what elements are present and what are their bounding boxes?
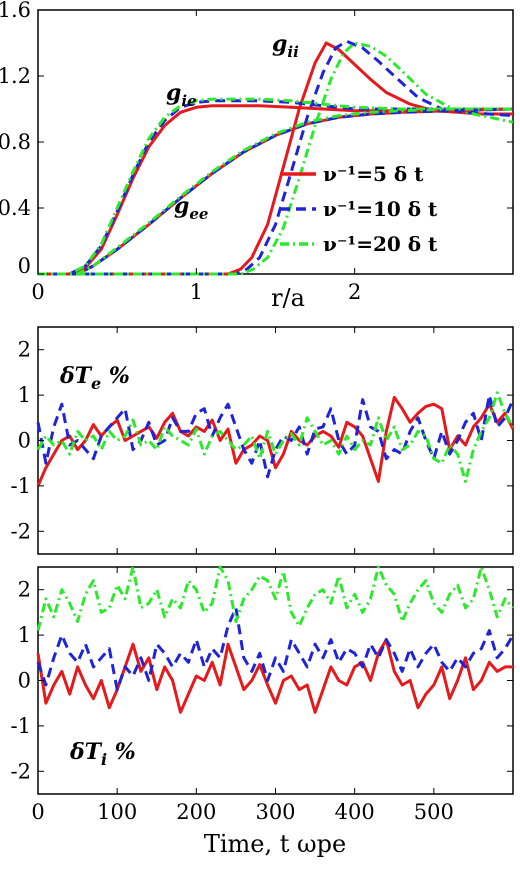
y-tick-label: 1.6 (0, 0, 31, 22)
annotation-g-ie: gie (166, 80, 197, 110)
y-tick-label: 0 (18, 429, 31, 453)
y-tick-label: 1 (18, 383, 31, 407)
legend-label-20: ν⁻¹=20 δ t (323, 232, 438, 256)
y-tick-label: 0 (18, 669, 31, 693)
panel-delta-te-frame (37, 326, 514, 555)
y-tick-label: 1 (18, 623, 31, 647)
series-line-rdf-3 (38, 104, 513, 276)
series-line-rdf-1 (38, 39, 514, 276)
legend: ν⁻¹=5 δ t ν⁻¹=10 δ t ν⁻¹=20 δ t (280, 162, 438, 256)
panel-delta-te: -2 -1 0 1 2 δTe % (11, 326, 515, 555)
x-tick-label: 0 (31, 280, 44, 304)
x-tick-label: 2 (348, 280, 361, 304)
x-tick-label: 0 (31, 800, 44, 824)
y-tick-label: -1 (11, 714, 31, 738)
x-tick-label: 300 (255, 800, 295, 824)
legend-label-10: ν⁻¹=10 δ t (323, 197, 438, 221)
y-tick-label: -1 (11, 474, 31, 498)
annotation-delta-ti: δTi % (69, 739, 136, 769)
x-tick-label: 100 (97, 800, 137, 824)
panel-rdf: 0 0.4 0.8 1.2 1.6 0 1 2 gii gie gee ν⁻¹=5 δ t ν… (0, 0, 514, 312)
y-tick-label: 2 (18, 578, 31, 602)
y-tick-label: -2 (11, 759, 31, 783)
series-line-rdf-0 (38, 41, 513, 276)
series-line-te-1 (36, 393, 515, 479)
y-tick-label: 2 (18, 338, 31, 362)
y-tick-label: 1.2 (0, 64, 31, 88)
annotation-delta-te: δTe % (59, 363, 130, 393)
panel-delta-ti: -2 -1 0 1 2 0 100 200 300 400 500 δTi % Time, t ωp… (11, 565, 515, 858)
y-tick-label: -2 (11, 519, 31, 543)
y-tick-label: 0.4 (0, 196, 31, 220)
y-tick-label: 0 (18, 254, 31, 278)
annotation-g-ii: gii (272, 31, 299, 61)
x-axis-label-time: Time, t ωpe (204, 830, 346, 858)
series-line-rdf-5 (38, 97, 513, 276)
series-line-ti-1 (36, 606, 515, 692)
y-tick-label: 0.8 (0, 130, 31, 154)
annotation-g-ee: gee (174, 193, 208, 223)
x-tick-label: 400 (335, 800, 375, 824)
legend-label-5: ν⁻¹=5 δ t (323, 162, 424, 186)
x-tick-label: 1 (190, 280, 203, 304)
series-line-te-2 (36, 391, 515, 483)
x-axis-label-r-over-a: r/a (271, 284, 305, 312)
series-line-ti-2 (36, 565, 515, 631)
x-tick-label: 200 (176, 800, 216, 824)
series-line-rdf-4 (38, 99, 513, 276)
series-line-rdf-8 (38, 107, 513, 276)
x-tick-label: 500 (414, 800, 454, 824)
series-line-te-0 (36, 395, 515, 487)
series-line-rdf-2 (38, 41, 514, 276)
series-line-rdf-7 (38, 107, 514, 276)
